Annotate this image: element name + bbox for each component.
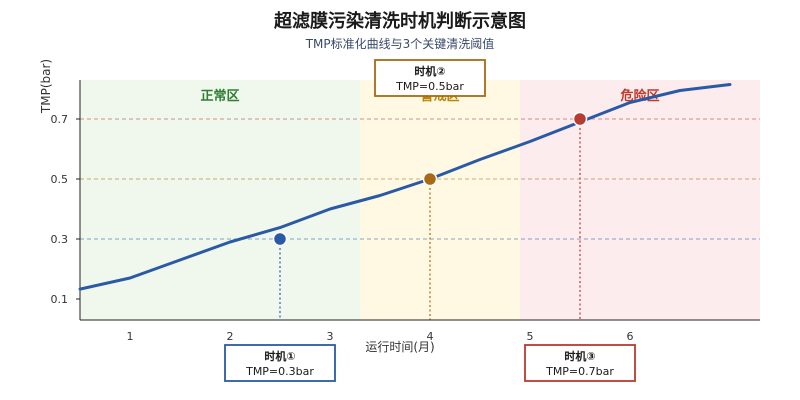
y-tick-label-3: 0.5 [51, 173, 69, 186]
x-tick-label-4: 4 [427, 330, 434, 343]
y-tick-label-2: 0.3 [51, 233, 69, 246]
threshold-box-text-1: TMP=0.3bar [245, 365, 314, 378]
x-tick-label-2: 2 [227, 330, 234, 343]
y-axis-label: TMP(bar) [39, 59, 53, 114]
axes: 0.1 0.3 0.5 0.7 1 2 3 4 5 6 [51, 80, 760, 343]
threshold-lines [80, 118, 760, 320]
y-tick-label-4: 0.7 [51, 113, 69, 126]
x-tick-label-6: 6 [627, 330, 634, 343]
threshold-box-title-3: 时机③ [564, 349, 595, 363]
threshold-box-title-2: 时机② [414, 64, 445, 78]
y-tick-label-1: 0.1 [51, 293, 69, 306]
zones: 正常区警戒区危险区 [80, 80, 760, 320]
zone-label-1: 正常区 [200, 88, 239, 104]
threshold-boxes: 时机① TMP=0.3bar 时机② TMP=0.5bar 时机③ TMP=0.7bar [224, 59, 636, 382]
threshold-box-text-2: TMP=0.5bar [395, 80, 464, 93]
threshold-box-title-1: 时机① [264, 349, 295, 363]
x-tick-label-3: 3 [327, 330, 334, 343]
chart-subtitle: TMP标准化曲线与3个关键清洗阈值 [305, 36, 495, 51]
x-tick-label-1: 1 [127, 330, 134, 343]
threshold-marker-1 [272, 231, 288, 247]
zone-label-3: 危险区 [620, 88, 659, 104]
x-tick-label-5: 5 [527, 330, 534, 343]
zone-2 [360, 80, 520, 320]
zone-1 [80, 80, 360, 320]
threshold-marker-3 [572, 111, 588, 127]
threshold-box-1 [224, 344, 336, 382]
series-line-1 [78, 83, 732, 291]
threshold-box-2 [374, 59, 486, 97]
threshold-box-text-3: TMP=0.7bar [545, 365, 614, 378]
x-axis-label: 运行时间(月) [365, 340, 434, 354]
chart-title: 超滤膜污染清洗时机判断示意图 [274, 10, 526, 32]
zone-3 [520, 80, 760, 320]
threshold-markers [272, 111, 588, 247]
threshold-marker-2 [422, 171, 438, 187]
threshold-box-3 [524, 344, 636, 382]
series [78, 83, 732, 291]
